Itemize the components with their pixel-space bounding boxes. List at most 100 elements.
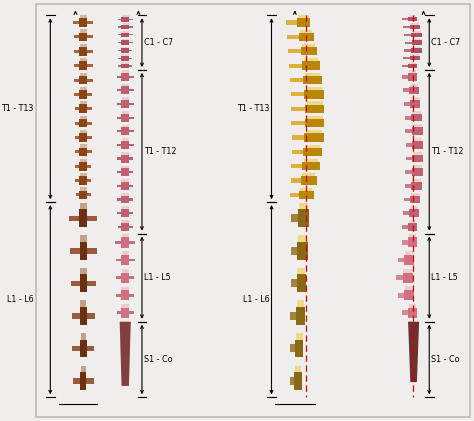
Bar [412,155,423,163]
Bar [404,34,411,36]
Bar [121,220,129,223]
Bar [80,173,87,176]
Bar [73,21,80,24]
Bar [301,188,312,191]
Bar [129,157,134,160]
Bar [81,365,86,372]
Bar [118,42,121,43]
Bar [402,65,408,67]
Bar [129,144,134,146]
Bar [299,15,309,19]
Bar [121,17,129,21]
Bar [121,287,129,290]
Bar [307,101,322,104]
Bar [121,272,129,283]
Bar [410,25,419,29]
Bar [304,90,324,99]
Bar [411,40,422,45]
Bar [301,47,317,56]
Bar [121,182,129,190]
Bar [295,339,303,357]
Bar [80,44,87,47]
Bar [117,144,121,146]
Bar [129,76,134,78]
Bar [408,308,417,318]
Bar [129,212,133,214]
Polygon shape [119,322,131,386]
Bar [129,42,133,43]
Bar [291,280,297,288]
Bar [80,307,87,325]
Bar [121,308,129,318]
Bar [87,64,93,67]
Bar [80,61,87,70]
Bar [403,88,409,92]
Bar [80,87,87,90]
Bar [410,23,419,25]
Text: T1 - T12: T1 - T12 [431,147,464,156]
Bar [80,101,87,104]
Bar [87,150,91,153]
Bar [299,203,308,209]
Bar [117,171,121,173]
Bar [122,70,129,73]
Bar [121,155,129,163]
Bar [299,191,314,199]
Bar [411,33,421,37]
Text: L1 - L5: L1 - L5 [431,273,458,282]
Bar [298,268,305,274]
Text: L1 - L6: L1 - L6 [243,295,269,304]
Bar [304,159,318,162]
Bar [121,269,129,272]
Bar [409,62,417,64]
Bar [129,258,135,261]
Bar [121,54,129,56]
Bar [403,57,410,59]
Bar [291,92,304,96]
Text: T1 - T13: T1 - T13 [1,104,33,113]
Bar [405,286,414,290]
Bar [80,119,87,128]
Bar [297,274,306,292]
Bar [411,47,421,48]
Bar [121,31,129,32]
Bar [121,223,129,231]
Bar [87,280,96,286]
Bar [121,165,129,168]
Bar [121,100,129,108]
Bar [74,107,80,110]
Bar [121,304,129,308]
Bar [116,276,121,279]
Bar [80,162,87,171]
Bar [122,234,129,237]
Bar [121,138,129,141]
Bar [80,90,87,99]
Bar [410,196,420,203]
Bar [80,32,87,41]
Bar [80,235,87,242]
Bar [290,312,296,320]
Bar [75,179,80,182]
Bar [410,54,419,56]
Bar [80,18,87,27]
Bar [402,240,408,245]
Bar [286,21,297,25]
Bar [121,32,129,37]
Bar [80,176,87,185]
Bar [396,275,403,280]
Bar [305,119,325,127]
Bar [129,58,132,59]
Bar [290,377,294,385]
Bar [302,162,320,171]
Text: S1 - Co: S1 - Co [144,355,173,364]
Bar [402,75,408,79]
Bar [129,171,133,173]
Bar [129,89,134,91]
Bar [297,301,304,307]
Bar [403,269,413,273]
Bar [118,65,121,67]
Bar [118,226,121,228]
Text: C1 - C7: C1 - C7 [431,38,461,47]
Bar [121,47,129,48]
Bar [71,280,80,286]
